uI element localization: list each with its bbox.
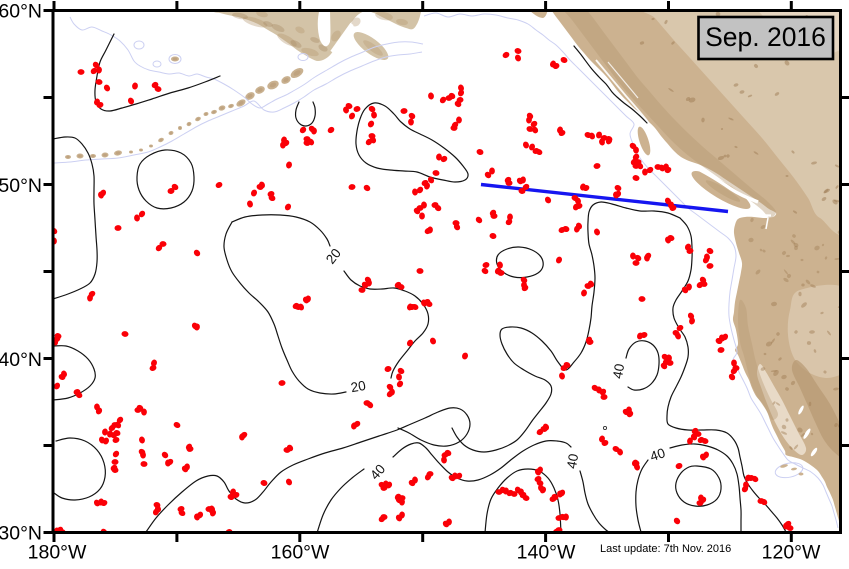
svg-text:50°N: 50°N [0,175,42,197]
svg-text:140°W: 140°W [517,542,576,564]
svg-text:20: 20 [350,378,367,395]
svg-text:180°W: 180°W [28,542,87,564]
svg-text:Last update: 7th Nov. 2016: Last update: 7th Nov. 2016 [600,543,731,555]
svg-text:160°W: 160°W [271,542,330,564]
svg-text:40: 40 [610,363,627,380]
svg-text:60°N: 60°N [0,1,42,23]
svg-text:30°N: 30°N [0,523,42,545]
svg-text:40°N: 40°N [0,349,42,371]
svg-text:Sep. 2016: Sep. 2016 [705,22,826,52]
svg-text:120°W: 120°W [762,542,821,564]
svg-text:40: 40 [564,453,581,470]
